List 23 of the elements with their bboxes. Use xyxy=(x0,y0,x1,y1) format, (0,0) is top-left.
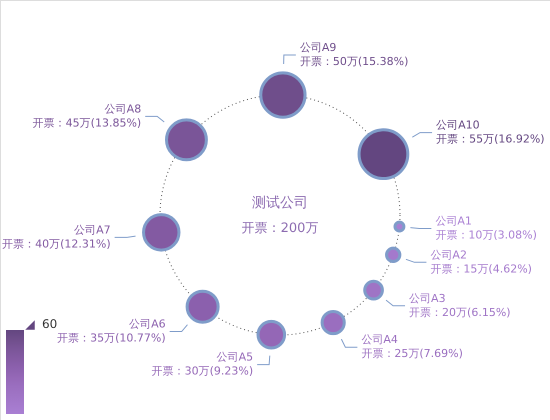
data-label: 开票：45万(13.85%) xyxy=(32,116,142,130)
category-label: 公司A4 xyxy=(361,333,398,346)
category-label: 公司A10 xyxy=(436,118,480,132)
data-label: 开票：25万(7.69%) xyxy=(361,347,463,360)
category-label: 公司A7 xyxy=(74,223,111,236)
text: 测试公司 xyxy=(252,195,308,211)
data-label: 开票：55万(16.92%) xyxy=(436,132,545,146)
category-label: 公司A1 xyxy=(435,214,472,228)
category-label: 公司A9 xyxy=(300,41,336,54)
data-label: 开票：35万(10.77%) xyxy=(57,332,166,345)
data-label: 开票：10万(3.08%) xyxy=(435,228,537,242)
category-label: 公司A2 xyxy=(430,248,467,262)
category-label: 公司A6 xyxy=(129,318,166,331)
category-label: 公司A8 xyxy=(104,102,142,116)
text: 开票：200万 xyxy=(242,221,318,236)
data-label: 开票：50万(15.38%) xyxy=(300,55,408,68)
data-label: 开票：20万(6.15%) xyxy=(409,306,511,319)
text: 60 xyxy=(42,317,58,331)
data-label: 开票：30万(9.23%) xyxy=(152,364,254,378)
data-label: 开票：40万(12.31%) xyxy=(2,237,111,250)
data-label: 开票：15万(4.62%) xyxy=(430,262,532,276)
category-label: 公司A3 xyxy=(409,292,446,305)
category-label: 公司A5 xyxy=(216,350,254,364)
